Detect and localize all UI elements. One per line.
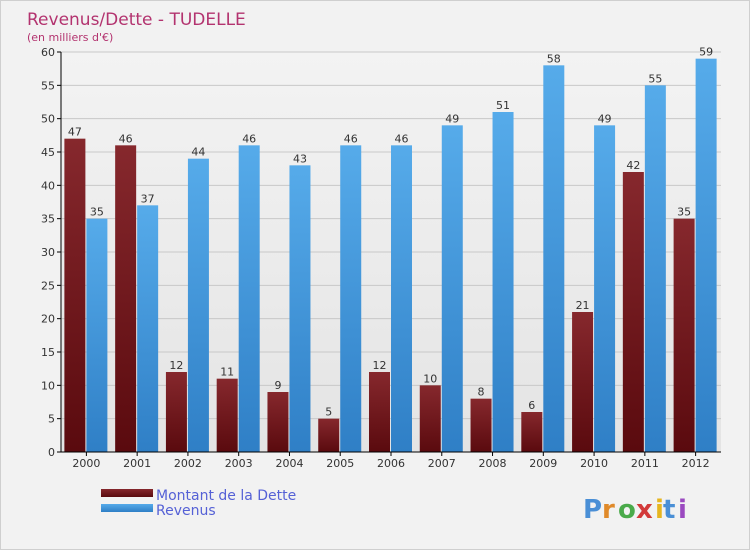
y-tick-label: 40 <box>41 179 55 192</box>
y-tick-label: 50 <box>41 113 55 126</box>
x-tick-label: 2006 <box>377 457 405 470</box>
x-tick-label: 2000 <box>72 457 100 470</box>
y-tick-label: 25 <box>41 279 55 292</box>
bar-dette <box>673 218 695 452</box>
x-tick-label: 2009 <box>529 457 557 470</box>
bar-revenus <box>391 145 412 453</box>
bar-dette <box>369 372 390 452</box>
data-label: 43 <box>293 152 307 165</box>
data-label: 46 <box>344 132 358 145</box>
data-label: 8 <box>478 386 485 399</box>
y-tick-label: 5 <box>48 413 55 426</box>
legend: Montant de la Dette Revenus <box>101 488 296 519</box>
bar-revenus <box>137 205 159 452</box>
legend-swatch-revenus <box>101 504 153 512</box>
x-tick-label: 2008 <box>479 457 507 470</box>
bar-dette <box>318 418 340 452</box>
data-label: 9 <box>274 379 281 392</box>
data-label: 46 <box>119 132 133 145</box>
y-tick-label: 55 <box>41 79 55 92</box>
x-tick-label: 2001 <box>123 457 151 470</box>
bars <box>64 58 717 453</box>
data-label: 35 <box>677 206 691 219</box>
bar-dette <box>521 412 543 452</box>
bar-revenus <box>238 145 260 453</box>
x-tick-labels: 2000 2001 2002 2003 2004 2005 2006 2007 2008 2009… <box>72 452 710 470</box>
logo-letter-i: i <box>655 495 664 525</box>
y-tick-label: 0 <box>48 446 55 459</box>
legend-swatch-dette <box>101 489 153 497</box>
y-tick-label: 60 <box>41 46 55 59</box>
bar-revenus <box>492 112 514 452</box>
logo-letter-i-2: i <box>678 495 687 525</box>
x-tick-label: 2005 <box>326 457 354 470</box>
bar-revenus <box>594 125 616 452</box>
bar-dette <box>419 385 441 452</box>
bar-dette <box>165 372 187 452</box>
logo-letter-p: P <box>583 495 602 525</box>
data-label: 37 <box>141 192 155 205</box>
chart-title: Revenus/Dette - TUDELLE <box>27 10 246 30</box>
data-label: 35 <box>90 206 104 219</box>
x-tick-label: 2007 <box>428 457 456 470</box>
bar-dette <box>470 398 492 452</box>
x-tick-label: 2011 <box>631 457 659 470</box>
bar-dette <box>216 378 238 452</box>
data-labels: 47 35 46 37 12 44 11 46 9 43 5 46 12 46 10 49 8 51 6 58 21 49… <box>68 46 713 419</box>
chart-subtitle: (en milliers d'€) <box>27 31 113 44</box>
data-label: 58 <box>547 52 561 65</box>
y-tick-label: 45 <box>41 146 55 159</box>
x-tick-label: 2002 <box>174 457 202 470</box>
data-label: 44 <box>191 146 205 159</box>
bar-dette <box>622 172 644 452</box>
data-label: 55 <box>648 72 662 85</box>
data-label: 21 <box>576 299 590 312</box>
y-tick-label: 15 <box>41 346 55 359</box>
x-tick-label: 2010 <box>580 457 608 470</box>
data-label: 59 <box>699 46 713 59</box>
bar-revenus <box>340 145 362 453</box>
bar-revenus <box>441 125 463 452</box>
data-label: 49 <box>445 112 459 125</box>
bar-dette <box>267 392 289 452</box>
bar-dette <box>64 138 86 452</box>
logo-letter-t: t <box>663 495 675 525</box>
data-label: 47 <box>68 126 82 139</box>
y-tick-label: 35 <box>41 213 55 226</box>
bar-revenus <box>695 58 717 453</box>
y-tick-label: 10 <box>41 379 55 392</box>
bar-revenus <box>86 218 108 452</box>
data-label: 12 <box>373 359 387 372</box>
bar-revenus <box>644 85 666 452</box>
bar-revenus <box>289 165 311 453</box>
bar-dette <box>115 145 137 453</box>
data-label: 46 <box>395 132 409 145</box>
x-tick-label: 2003 <box>225 457 253 470</box>
data-label: 11 <box>220 366 234 379</box>
y-tick-labels: 0 5 10 15 20 25 30 35 40 45 50 55 60 <box>41 46 61 459</box>
data-label: 12 <box>169 359 183 372</box>
data-label: 6 <box>528 399 535 412</box>
logo-letter-r: r <box>602 495 615 525</box>
logo-letter-x: x <box>636 495 653 525</box>
x-tick-label: 2012 <box>682 457 710 470</box>
legend-label-revenus: Revenus <box>156 503 216 519</box>
y-tick-label: 30 <box>41 246 55 259</box>
bar-dette <box>572 312 594 452</box>
data-label: 42 <box>626 159 640 172</box>
data-label: 51 <box>496 99 510 112</box>
data-label: 10 <box>423 372 437 385</box>
logo-letter-o: o <box>618 495 636 525</box>
x-tick-label: 2004 <box>275 457 303 470</box>
proxiti-logo: P r o x i t i <box>583 495 687 525</box>
data-label: 5 <box>325 406 332 419</box>
y-tick-label: 20 <box>41 313 55 326</box>
data-label: 46 <box>242 132 256 145</box>
bar-revenus <box>187 158 209 452</box>
bar-revenus <box>543 65 565 452</box>
legend-label-dette: Montant de la Dette <box>156 488 296 504</box>
data-label: 49 <box>598 112 612 125</box>
